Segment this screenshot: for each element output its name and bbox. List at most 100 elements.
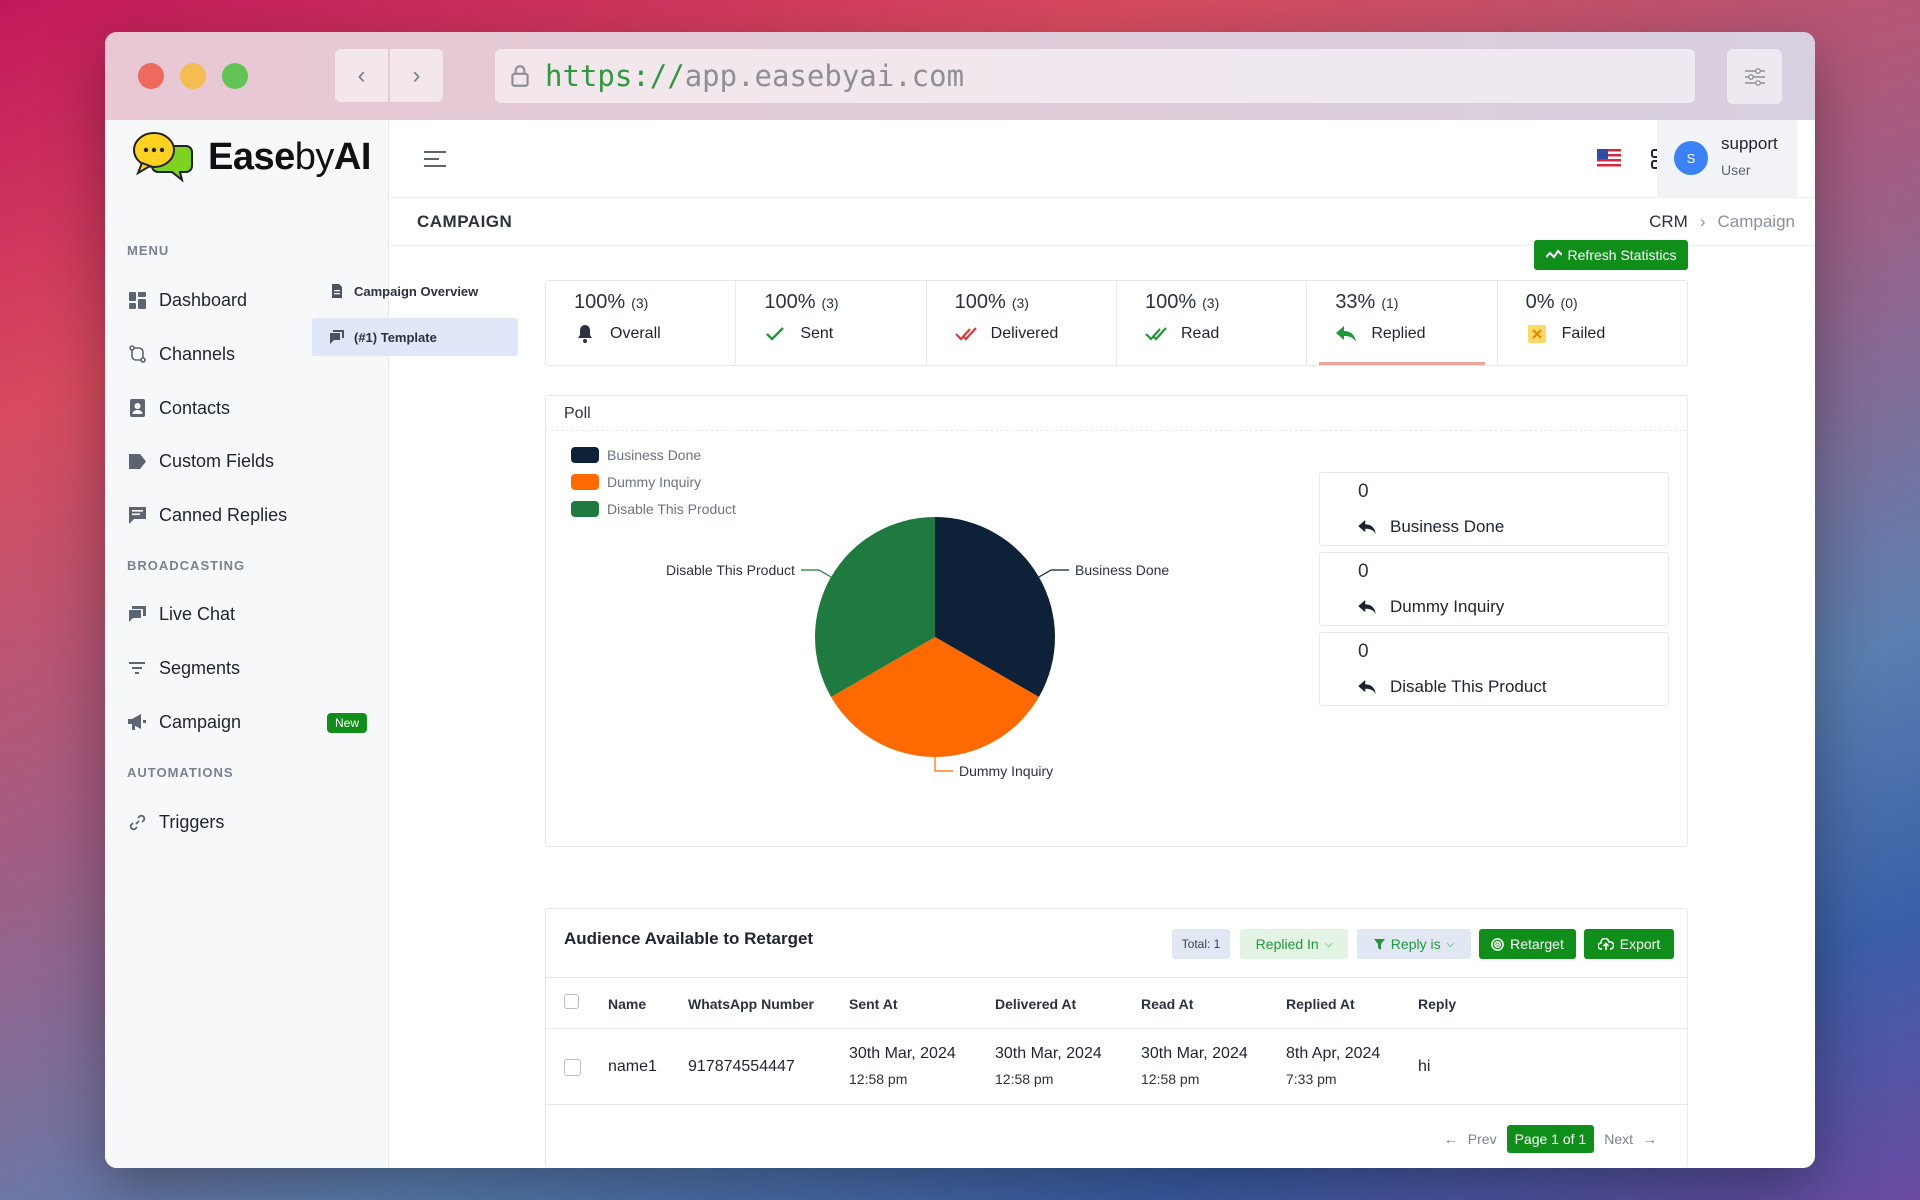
legend-swatch (571, 473, 599, 490)
legend-label: Dummy Inquiry (607, 473, 702, 490)
column-header[interactable]: WhatsApp Number (688, 996, 814, 1012)
column-header[interactable]: Delivered At (995, 996, 1077, 1012)
sidebar-item-campaign[interactable]: Campaign New (127, 702, 367, 742)
arrow-left-icon[interactable]: ← (1443, 1131, 1458, 1147)
nav-campaign-overview[interactable]: Campaign Overview (312, 272, 518, 310)
x-square-icon (1526, 323, 1548, 345)
stat-label: Overall (610, 325, 661, 342)
brand-logo[interactable]: EasebyAI (132, 130, 371, 184)
double-check-red-icon (954, 323, 977, 345)
sidebar-item-canned-replies[interactable]: Canned Replies (127, 495, 367, 535)
reply-is-filter[interactable]: Reply is ⌵ (1357, 929, 1471, 959)
user-role: User (1721, 162, 1751, 178)
page-title: CAMPAIGN (417, 212, 513, 231)
user-name: support (1721, 134, 1778, 153)
sidebar-item-label: Triggers (159, 811, 225, 832)
stat-percent: 100% (574, 291, 626, 313)
pie-label-leader (800, 569, 832, 578)
sidebar-item-custom-fields[interactable]: Custom Fields (127, 441, 367, 481)
breadcrumb-crm[interactable]: CRM (1649, 212, 1688, 231)
stat-sent[interactable]: 100% (3) Sent (736, 281, 927, 365)
row-checkbox[interactable] (564, 1059, 581, 1076)
minimize-window-button[interactable] (180, 63, 206, 89)
sidebar-item-label: Dashboard (159, 289, 248, 310)
us-flag-language-icon[interactable] (1596, 146, 1622, 172)
cell-reply: hi (1418, 1058, 1431, 1075)
poll-option-card: 0 Dummy Inquiry (1319, 552, 1669, 626)
chevron-down-icon: ⌵ (1446, 938, 1455, 950)
column-header[interactable]: Name (608, 996, 647, 1012)
refresh-statistics-button[interactable]: Refresh Statistics (1534, 240, 1688, 270)
column-header[interactable]: Sent At (849, 996, 898, 1012)
avatar: S (1674, 141, 1708, 175)
arrow-right-icon[interactable]: → (1643, 1131, 1657, 1147)
stat-read[interactable]: 100% (3) Read (1117, 281, 1308, 365)
stats-bar: 100% (3) Overall 100% (3) Sent 100% (3) Del… (545, 280, 1688, 366)
dashboard-icon (127, 290, 147, 310)
hamburger-menu-icon[interactable] (422, 148, 448, 170)
option-label: Business Done (1390, 517, 1505, 536)
close-window-button[interactable] (138, 63, 164, 89)
browser-back-button[interactable]: ‹ (335, 49, 388, 102)
replied-in-dropdown[interactable]: Replied In ⌵ (1240, 929, 1348, 959)
legend-item[interactable]: Dummy Inquiry (571, 468, 736, 495)
column-header[interactable]: Replied At (1286, 996, 1355, 1012)
next-page-button[interactable]: Next (1604, 1131, 1633, 1147)
select-all-checkbox[interactable] (564, 994, 579, 1009)
user-menu[interactable]: S support User (1657, 120, 1797, 198)
legend-item[interactable]: Disable This Product (571, 495, 736, 522)
sidebar-item-label: Contacts (159, 397, 231, 418)
message-icon (127, 505, 147, 525)
legend-item[interactable]: Business Done (571, 441, 736, 468)
maximize-window-button[interactable] (222, 63, 248, 89)
address-bar[interactable]: https://app.easebyai.com (495, 49, 1695, 103)
sidebar-item-dashboard[interactable]: Dashboard (127, 280, 367, 320)
export-button[interactable]: Export (1584, 929, 1674, 959)
retarget-button[interactable]: Retarget (1479, 929, 1576, 959)
sidebar-item-channels[interactable]: Channels (127, 334, 367, 374)
stat-percent: 100% (764, 291, 816, 313)
column-header[interactable]: Read At (1141, 996, 1194, 1012)
breadcrumb: CRM › Campaign (1649, 212, 1795, 232)
sidebar-item-live-chat[interactable]: Live Chat (127, 594, 367, 634)
sidebar-item-triggers[interactable]: Triggers (127, 802, 367, 842)
pie-slice[interactable] (815, 517, 935, 697)
stat-failed[interactable]: 0% (0) Failed (1498, 281, 1687, 365)
nav-label: Campaign Overview (354, 283, 479, 299)
stat-delivered[interactable]: 100% (3) Delivered (927, 281, 1117, 365)
stat-replied[interactable]: 33% (1) Replied (1307, 281, 1498, 365)
stat-count: (3) (821, 295, 839, 311)
link-icon (127, 812, 147, 832)
section-automations: AUTOMATIONS (127, 765, 234, 780)
url-host: app.easebyai.com (684, 59, 965, 93)
pie-label-leader (1038, 569, 1070, 578)
poll-option-card: 0 Disable This Product (1319, 632, 1669, 706)
breadcrumb-campaign: Campaign (1717, 212, 1796, 231)
stat-count: (1) (1381, 295, 1399, 311)
prev-page-button[interactable]: Prev (1467, 1131, 1497, 1147)
column-header[interactable]: Reply (1418, 996, 1457, 1012)
stat-overall[interactable]: 100% (3) Overall (546, 281, 737, 365)
sidebar-item-label: Segments (159, 657, 241, 678)
pie-slice[interactable] (935, 517, 1055, 697)
stat-label: Replied (1371, 325, 1426, 342)
reply-icon (1358, 520, 1376, 534)
sidebar-item-label: Campaign (159, 711, 242, 732)
reply-green-icon (1335, 323, 1357, 345)
table-row[interactable]: name1 917874554447 30th Mar, 2024 12:58 p… (546, 1029, 1687, 1105)
sidebar-item-label: Live Chat (159, 603, 236, 624)
channels-icon (127, 344, 147, 364)
stat-percent: 0% (1525, 291, 1555, 313)
sidebar-item-contacts[interactable]: Contacts (127, 388, 367, 428)
page-header: CAMPAIGN CRM › Campaign (390, 198, 1815, 246)
megaphone-icon (127, 712, 147, 732)
nav-template[interactable]: (#1) Template (312, 318, 518, 356)
sidebar-item-segments[interactable]: Segments (127, 648, 367, 688)
browser-forward-button[interactable]: › (390, 49, 443, 102)
chevron-left-icon: ‹ (357, 61, 366, 89)
logo-chat-bubbles-icon (133, 132, 193, 183)
pie-slice[interactable] (831, 637, 1039, 757)
browser-settings-button[interactable] (1727, 49, 1782, 104)
pie-label-leader (934, 757, 953, 772)
stat-percent: 100% (954, 291, 1006, 313)
